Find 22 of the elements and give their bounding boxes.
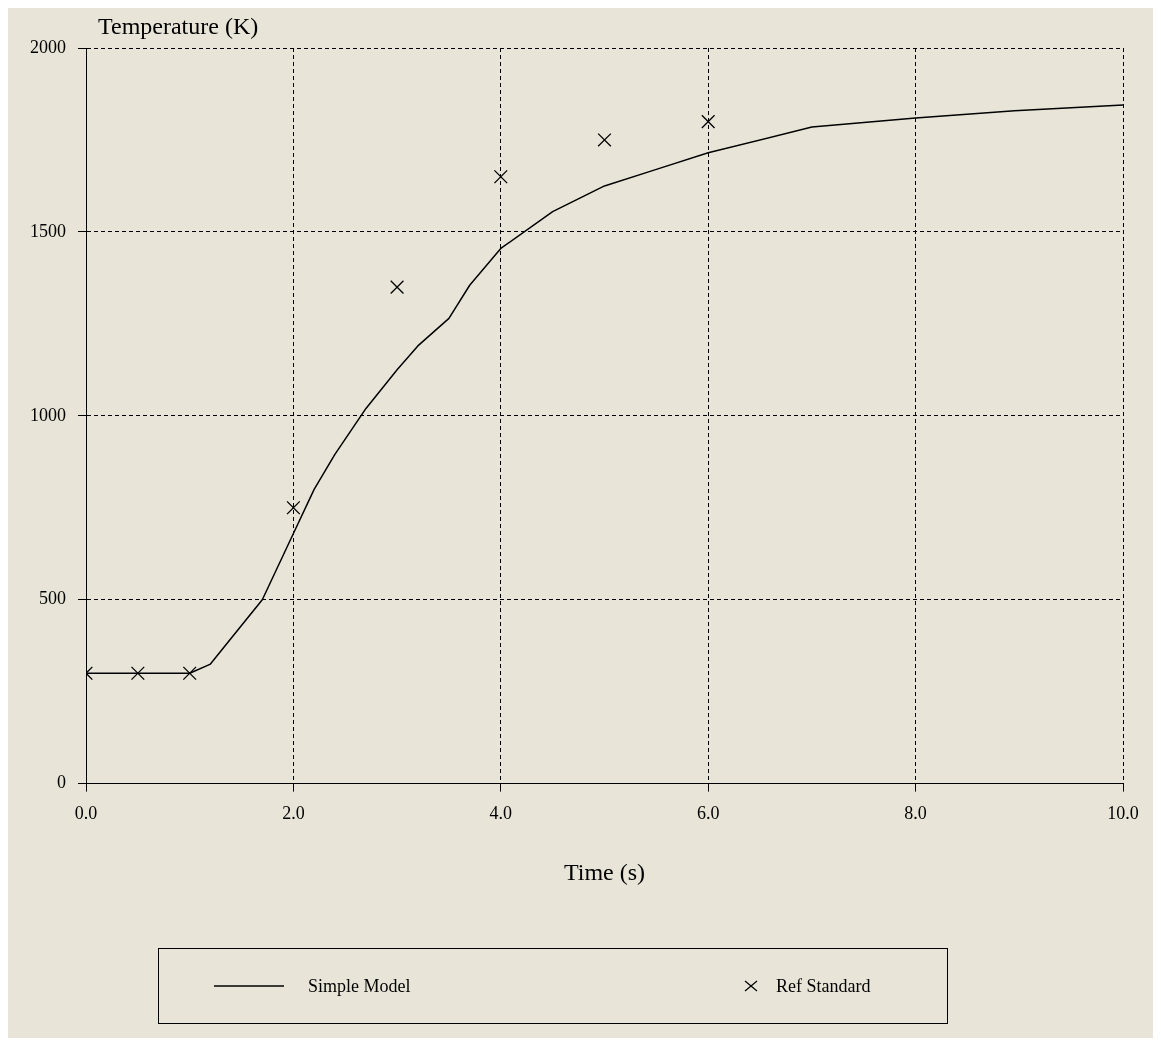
point [597, 132, 612, 147]
legend-label: Simple Model [308, 975, 411, 997]
point [390, 280, 405, 295]
y-tick-label: 500 [39, 588, 66, 609]
x-axis-title: Time (s) [563, 858, 646, 885]
legend-label: Ref Standard [776, 975, 871, 997]
y-tick-label: 0 [57, 772, 66, 793]
x-tick-label: 6.0 [696, 803, 720, 824]
y-tick-label: 2000 [30, 36, 66, 57]
y-tick-label: 1000 [30, 404, 66, 425]
y-axis-title: Temperature (K) [98, 13, 259, 40]
x-tick-label: 4.0 [489, 803, 513, 824]
point [130, 666, 145, 681]
x-tick-label: 10.0 [1107, 803, 1139, 824]
x-tick-label: 8.0 [904, 803, 927, 824]
point [182, 666, 197, 681]
x-tick-label: 0.0 [74, 803, 98, 824]
y-tick-label: 1500 [30, 220, 66, 241]
point [701, 114, 716, 129]
point [286, 500, 301, 515]
x-tick-label: 2.0 [282, 803, 305, 824]
point [493, 169, 508, 184]
